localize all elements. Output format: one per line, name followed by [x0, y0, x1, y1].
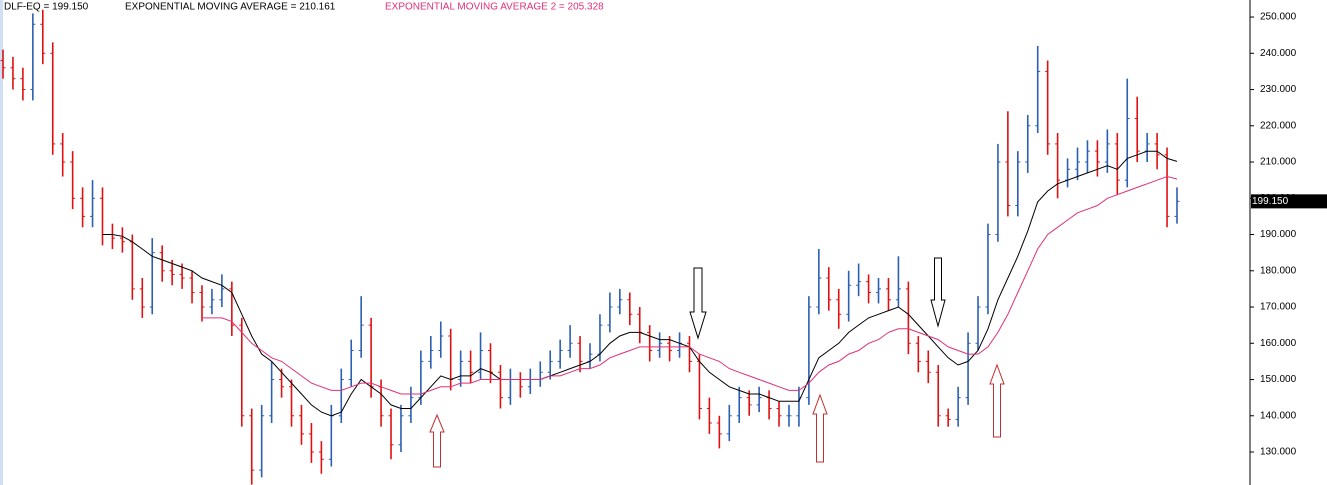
y-tick-label: 160.000	[1260, 338, 1297, 349]
symbol-label: DLF-EQ = 199.150	[4, 2, 89, 13]
ema-label: EXPONENTIAL MOVING AVERAGE = 210.161	[125, 2, 336, 13]
y-tick-label: 150.000	[1260, 374, 1297, 385]
left-border	[0, 0, 3, 485]
ema2-label: EXPONENTIAL MOVING AVERAGE 2 = 205.328	[385, 2, 604, 13]
y-tick-label: 210.000	[1260, 157, 1297, 168]
down-arrows	[689, 257, 946, 340]
y-tick-label: 240.000	[1260, 48, 1297, 59]
up-arrow	[812, 393, 828, 463]
last-price-box	[1251, 194, 1327, 209]
ema-line	[202, 175, 1178, 395]
y-tick-label: 230.000	[1260, 84, 1297, 95]
y-tick-label: 220.000	[1260, 120, 1297, 131]
y-tick-label: 250.000	[1260, 12, 1297, 23]
y-tick-label: 140.000	[1260, 410, 1297, 421]
up-arrow	[429, 413, 445, 468]
y-tick-label: 130.000	[1260, 447, 1297, 458]
down-arrow	[689, 267, 707, 340]
y-tick-label: 180.000	[1260, 265, 1297, 276]
down-arrow	[930, 257, 946, 328]
y-tick-label: 170.000	[1260, 302, 1297, 313]
ema-line	[102, 150, 1178, 417]
up-arrow	[989, 363, 1005, 438]
y-tick-label: 190.000	[1260, 229, 1297, 240]
last-price-label: 199.150	[1252, 196, 1289, 207]
up-arrows	[429, 363, 1005, 468]
